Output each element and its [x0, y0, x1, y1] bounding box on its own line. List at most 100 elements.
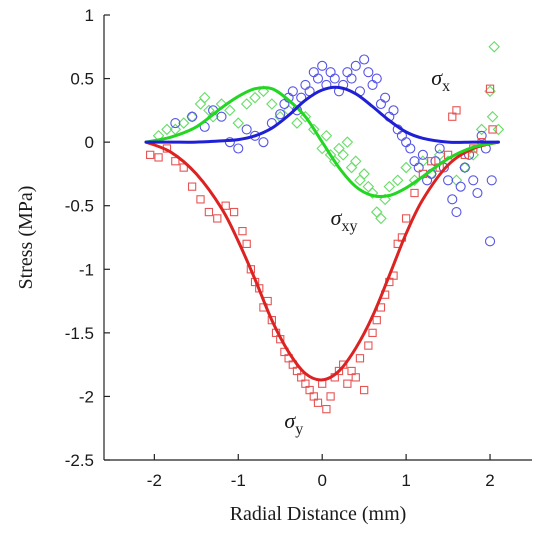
point-sxy — [341, 136, 354, 148]
point-sy — [187, 182, 197, 191]
point-sxy — [362, 180, 375, 193]
point-sy — [427, 157, 436, 166]
series-label-sy-subscript: y — [295, 421, 303, 438]
point-sxy — [224, 104, 236, 117]
point-sy — [154, 153, 163, 162]
point-sy — [313, 398, 323, 407]
point-sxy — [375, 212, 387, 225]
point-sxy — [333, 142, 345, 155]
point-sy — [364, 341, 373, 350]
point-sy — [213, 214, 222, 223]
point-sxy — [467, 149, 480, 161]
point-sy — [292, 366, 302, 376]
series-label-sxy-subscript: xy — [341, 218, 357, 235]
x-tick-label: 2 — [485, 471, 494, 490]
point-sxy — [492, 123, 505, 136]
point-sy — [368, 328, 377, 338]
point-sxy — [291, 117, 303, 129]
y-tick-label: -1.5 — [65, 324, 94, 343]
point-sx — [476, 130, 487, 141]
point-sxy — [308, 123, 320, 136]
fit-curve-sx — [144, 85, 500, 144]
point-sy — [171, 157, 180, 166]
point-sy — [343, 379, 352, 388]
point-sxy — [266, 98, 278, 110]
point-sx — [417, 149, 428, 160]
point-sx — [350, 60, 361, 71]
ticks: -2 -1 0 1 2 1 0.5 0 -0.5 -1 -1.5 -2 -2.5 — [65, 6, 495, 490]
point-sx — [405, 143, 416, 154]
point-sy — [410, 188, 419, 198]
series-label-sx-subscript: x — [442, 78, 450, 95]
point-sx — [300, 79, 311, 90]
point-sx — [275, 109, 286, 120]
point-sxy — [161, 123, 173, 136]
fit-curve-sxy — [144, 86, 500, 199]
axes — [103, 15, 532, 461]
point-sx — [455, 181, 466, 192]
point-sy — [326, 392, 335, 401]
series-label-sy-symbol: σ — [284, 408, 296, 433]
point-sx — [325, 67, 336, 78]
point-sx — [287, 86, 298, 97]
point-sx — [346, 73, 357, 84]
point-sx — [216, 111, 227, 122]
point-sy — [204, 207, 214, 217]
point-sy — [179, 163, 188, 172]
point-sx — [484, 236, 496, 247]
point-sxy — [391, 174, 404, 187]
point-sxy — [207, 110, 219, 123]
point-sy — [229, 207, 239, 217]
point-sy — [238, 226, 247, 236]
point-sx — [447, 194, 458, 205]
point-sx — [443, 175, 454, 186]
fit-curve-sy — [144, 140, 500, 382]
point-sxy — [329, 155, 341, 167]
point-sy — [334, 366, 344, 376]
point-sx — [380, 92, 391, 103]
point-sxy — [475, 123, 488, 136]
point-sx — [413, 162, 424, 173]
point-sy — [372, 315, 381, 325]
point-sx — [308, 67, 319, 78]
point-sy — [488, 125, 497, 134]
point-sxy — [194, 98, 207, 110]
point-sxy — [257, 85, 270, 98]
x-tick-label: 1 — [401, 471, 410, 490]
point-sxy — [383, 180, 396, 193]
point-sxy — [345, 161, 358, 174]
point-sy — [360, 385, 369, 395]
point-sx — [375, 98, 386, 110]
point-sx — [486, 175, 497, 186]
point-sx — [468, 175, 479, 186]
point-sxy — [240, 98, 253, 110]
point-sx — [317, 60, 328, 71]
point-sxy — [358, 168, 370, 180]
point-sy — [305, 385, 314, 395]
point-sy — [297, 373, 306, 382]
point-sy — [146, 150, 155, 160]
point-sy — [401, 214, 411, 223]
point-sxy — [320, 130, 333, 142]
series-label-sx: σx — [431, 65, 450, 95]
x-tick-label: -2 — [147, 471, 162, 490]
series-label-sxy: σxy — [331, 205, 358, 235]
point-sx — [472, 187, 483, 199]
point-sxy — [370, 206, 383, 218]
series-label-sy: σy — [284, 408, 303, 438]
y-tick-label: 0.5 — [70, 70, 94, 89]
point-sx — [371, 73, 382, 84]
y-tick-label: 1 — [85, 6, 94, 25]
y-tick-label: -1 — [79, 260, 94, 279]
point-sxy — [366, 187, 379, 199]
point-sy — [196, 195, 205, 204]
x-tick-label: -1 — [231, 471, 246, 490]
point-sxy — [232, 117, 245, 129]
point-sx — [401, 137, 412, 148]
y-tick-label: -0.5 — [65, 197, 94, 216]
point-sy — [452, 106, 461, 115]
point-sx — [233, 143, 244, 154]
point-sy — [267, 315, 276, 325]
point-sx — [388, 105, 399, 116]
point-sy — [485, 84, 495, 93]
